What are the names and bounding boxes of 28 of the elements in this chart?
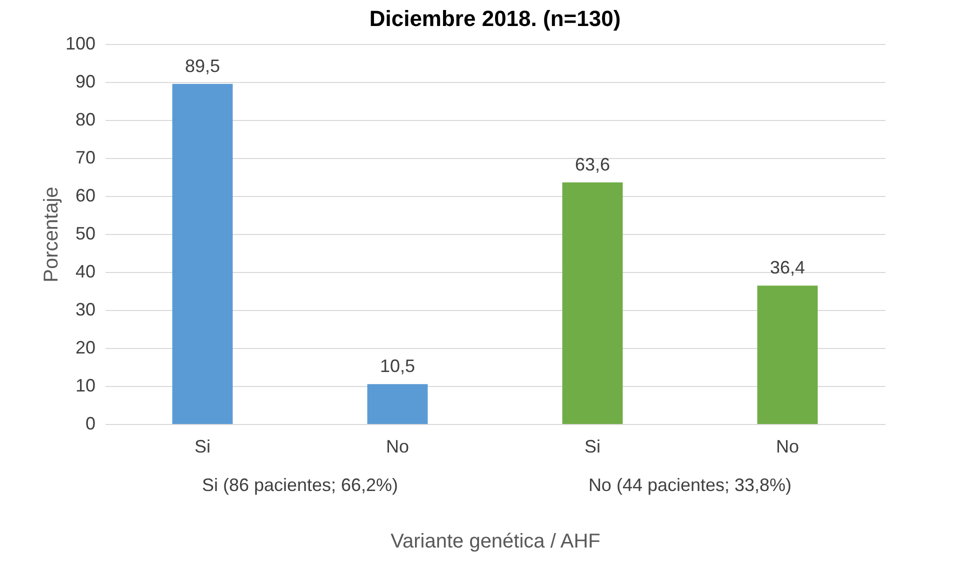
y-tick-label: 0: [85, 414, 96, 434]
data-label: 63,6: [574, 154, 610, 174]
x-tick-label: Si: [584, 436, 601, 456]
x-axis-title: Variante genética / AHF: [390, 530, 600, 552]
bar: [172, 84, 233, 424]
y-tick-label: 100: [65, 34, 96, 54]
text: Si (86 pacientes; 66,2%): [202, 475, 398, 495]
y-tick-label: 10: [75, 376, 96, 396]
text: No (44 pacientes; 33,8%): [588, 475, 792, 495]
bar: [367, 384, 428, 424]
x-tick-label: No: [776, 436, 800, 456]
y-tick-label: 30: [75, 300, 96, 320]
y-tick-label: 40: [75, 262, 96, 282]
y-tick-label: 80: [75, 110, 96, 130]
y-tick-label: 50: [75, 224, 96, 244]
y-tick-label: 90: [75, 72, 96, 92]
y-tick-label: 70: [75, 148, 96, 168]
data-label: 10,5: [380, 356, 416, 376]
data-label: 36,4: [770, 258, 806, 278]
x-tick-label: Si: [194, 436, 211, 456]
bar: [757, 286, 818, 424]
chart-title: Diciembre 2018. (n=130): [369, 6, 621, 31]
data-label: 89,5: [184, 56, 220, 76]
bar: [562, 182, 623, 424]
y-tick-label: 60: [75, 186, 96, 206]
y-tick-label: 20: [75, 338, 96, 358]
y-axis-title: Porcentaje: [40, 186, 62, 282]
x-tick-label: No: [386, 436, 410, 456]
